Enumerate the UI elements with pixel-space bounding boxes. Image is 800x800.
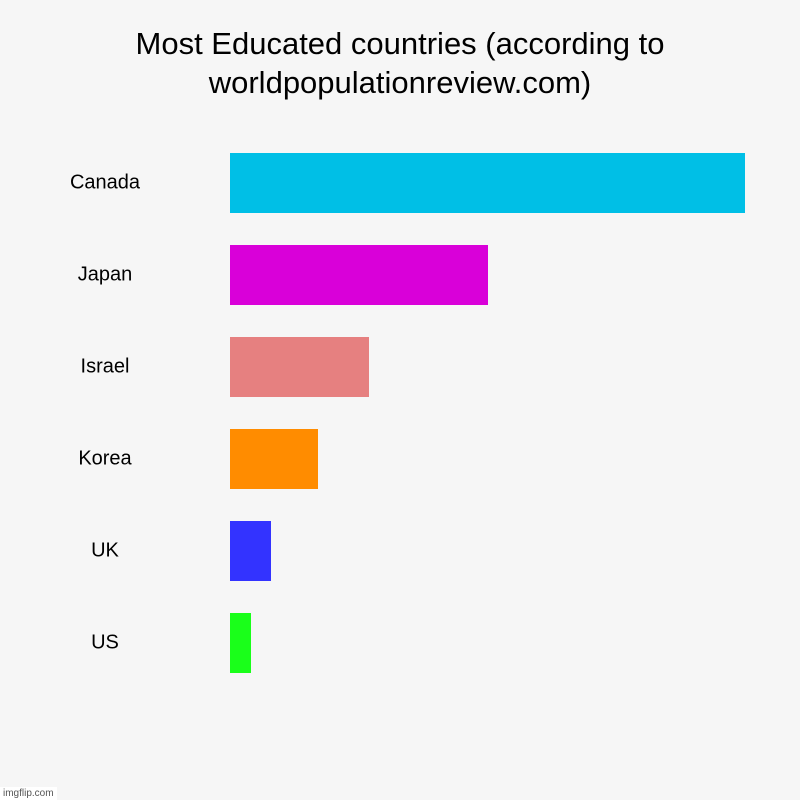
- chart-container: Most Educated countries (according to wo…: [0, 0, 800, 800]
- bar: [230, 521, 271, 581]
- bar-row: Canada: [230, 153, 745, 213]
- chart-title: Most Educated countries (according to wo…: [0, 25, 800, 103]
- bar-row: UK: [230, 521, 745, 581]
- bar-label: UK: [0, 539, 210, 562]
- bar-row: Israel: [230, 337, 745, 397]
- watermark: imgflip.com: [0, 787, 57, 800]
- bar: [230, 429, 318, 489]
- bar: [230, 153, 745, 213]
- bar-label: Korea: [0, 447, 210, 470]
- bar-label: Israel: [0, 355, 210, 378]
- bar-label: Japan: [0, 263, 210, 286]
- bar-row: Japan: [230, 245, 745, 305]
- bar: [230, 337, 369, 397]
- chart-area: Canada Japan Israel Korea UK US: [0, 153, 800, 673]
- bar-row: US: [230, 613, 745, 673]
- bar: [230, 613, 251, 673]
- bar-label: US: [0, 631, 210, 654]
- bar-label: Canada: [0, 171, 210, 194]
- bar-row: Korea: [230, 429, 745, 489]
- bar: [230, 245, 488, 305]
